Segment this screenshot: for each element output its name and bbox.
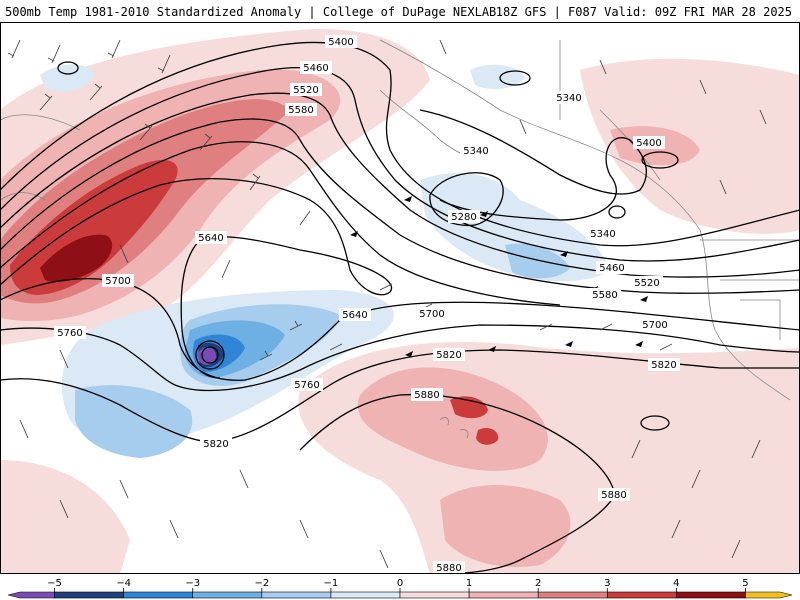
contour-label-5700: 5700 — [102, 274, 134, 287]
colorbar-tick-label: −5 — [47, 578, 62, 589]
warm-anomaly-region — [40, 234, 113, 282]
contour-label-5700: 5700 — [416, 307, 448, 320]
colorbar-tick-label: −1 — [324, 578, 339, 589]
svg-text:5340: 5340 — [556, 93, 581, 104]
cold-anomaly-region — [75, 385, 193, 458]
cold-anomaly-region — [505, 243, 570, 279]
svg-text:5340: 5340 — [590, 229, 615, 240]
forecast-map: 5400 5460 5520 5580 5340 5340 — [0, 22, 800, 574]
colorbar-tick-label: 5 — [742, 578, 748, 589]
colorbar-tick-label: 2 — [535, 578, 541, 589]
colorbar-bin — [606, 591, 677, 599]
contour-label-5400: 5400 — [325, 35, 357, 48]
contour-label-5520: 5520 — [290, 83, 322, 96]
contour-label-5760: 5760 — [291, 378, 323, 391]
svg-text:5880: 5880 — [436, 563, 461, 574]
contour-label-5880: 5880 — [411, 388, 443, 401]
contour-label-5880: 5880 — [433, 561, 465, 574]
svg-text:5460: 5460 — [303, 63, 328, 74]
svg-text:5580: 5580 — [592, 290, 617, 301]
svg-text:5520: 5520 — [634, 278, 659, 289]
svg-text:5580: 5580 — [288, 105, 313, 116]
warm-anomaly-region — [476, 428, 499, 445]
svg-text:5460: 5460 — [599, 263, 624, 274]
warm-anomaly-region — [0, 460, 130, 574]
colorbar-bin — [192, 591, 263, 599]
colorbar-bin — [54, 591, 124, 599]
colorbar-tick-label: −3 — [185, 578, 200, 589]
colorbar-end-arrow-low — [7, 591, 55, 599]
contour-label-5400: 5400 — [633, 136, 665, 149]
warm-anomaly-region — [450, 396, 488, 419]
svg-text:5880: 5880 — [414, 390, 439, 401]
colorbar-tick-label: 0 — [397, 578, 403, 589]
colorbar-bin — [676, 591, 746, 599]
map-title: 500mb Temp 1981-2010 Standardized Anomal… — [5, 5, 497, 19]
colorbar-tick-label: −4 — [116, 578, 131, 589]
colorbar-bin — [330, 591, 401, 599]
temperature-anomaly-shading — [0, 29, 800, 574]
svg-text:5880: 5880 — [601, 490, 626, 501]
contour-label-5520: 5520 — [631, 276, 663, 289]
contour-label-5580: 5580 — [285, 103, 317, 116]
svg-text:5760: 5760 — [57, 328, 82, 339]
contour-label-5340: 5340 — [587, 227, 619, 240]
svg-text:5640: 5640 — [342, 310, 367, 321]
contour-label-5340: 5340 — [553, 91, 585, 104]
wind-barbs — [7, 39, 767, 569]
colorbar-bin — [537, 591, 608, 599]
contour-label-5640: 5640 — [195, 231, 227, 244]
warm-anomaly-region — [357, 367, 548, 471]
contour-label-5820: 5820 — [433, 348, 465, 361]
colorbar-bin — [123, 591, 194, 599]
svg-text:5340: 5340 — [463, 146, 488, 157]
svg-text:5820: 5820 — [436, 350, 461, 361]
contour-label-5820: 5820 — [200, 437, 232, 450]
colorbar-legend: −5 −4 −3 −2 −1 0 1 2 3 4 5 — [0, 574, 800, 600]
svg-text:5640: 5640 — [198, 233, 223, 244]
height-contour-labels: 5400 5460 5520 5580 5340 5340 — [54, 35, 680, 574]
cold-anomaly-region — [40, 64, 95, 92]
contour-label-5580: 5580 — [589, 288, 621, 301]
svg-text:5700: 5700 — [642, 320, 667, 331]
colorbar-tick-label: 4 — [673, 578, 679, 589]
svg-text:5820: 5820 — [203, 439, 228, 450]
coastlines — [0, 39, 800, 439]
contour-label-5340: 5340 — [460, 144, 492, 157]
map-header: 500mb Temp 1981-2010 Standardized Anomal… — [0, 0, 800, 22]
contour-label-5460: 5460 — [596, 261, 628, 274]
contour-label-5820: 5820 — [648, 358, 680, 371]
colorbar-end-arrow-high — [745, 591, 793, 599]
svg-text:5820: 5820 — [651, 360, 676, 371]
colorbar-tick-label: −2 — [254, 578, 269, 589]
model-run-info: 18Z GFS | F087 Valid: 09Z FRI MAR 28 202… — [495, 5, 792, 19]
contour-label-5460: 5460 — [300, 61, 332, 74]
svg-text:5280: 5280 — [451, 212, 476, 223]
contour-label-5760: 5760 — [54, 326, 86, 339]
wind-barb-flags — [350, 196, 648, 357]
svg-text:5700: 5700 — [105, 276, 130, 287]
warm-anomaly-region — [440, 485, 571, 568]
contour-label-5700: 5700 — [639, 318, 671, 331]
svg-text:5700: 5700 — [419, 309, 444, 320]
contour-label-5880: 5880 — [598, 488, 630, 501]
contour-label-5280: 5280 — [448, 210, 480, 223]
colorbar-bin — [468, 591, 539, 599]
svg-text:5400: 5400 — [328, 37, 353, 48]
colorbar-tick-label: 3 — [604, 578, 610, 589]
svg-text:5400: 5400 — [636, 138, 661, 149]
colorbar-tick-label: 1 — [466, 578, 472, 589]
contour-label-5640: 5640 — [339, 308, 371, 321]
colorbar-bin — [261, 591, 332, 599]
svg-text:5520: 5520 — [293, 85, 318, 96]
colorbar-bin — [399, 591, 470, 599]
svg-text:5760: 5760 — [294, 380, 319, 391]
